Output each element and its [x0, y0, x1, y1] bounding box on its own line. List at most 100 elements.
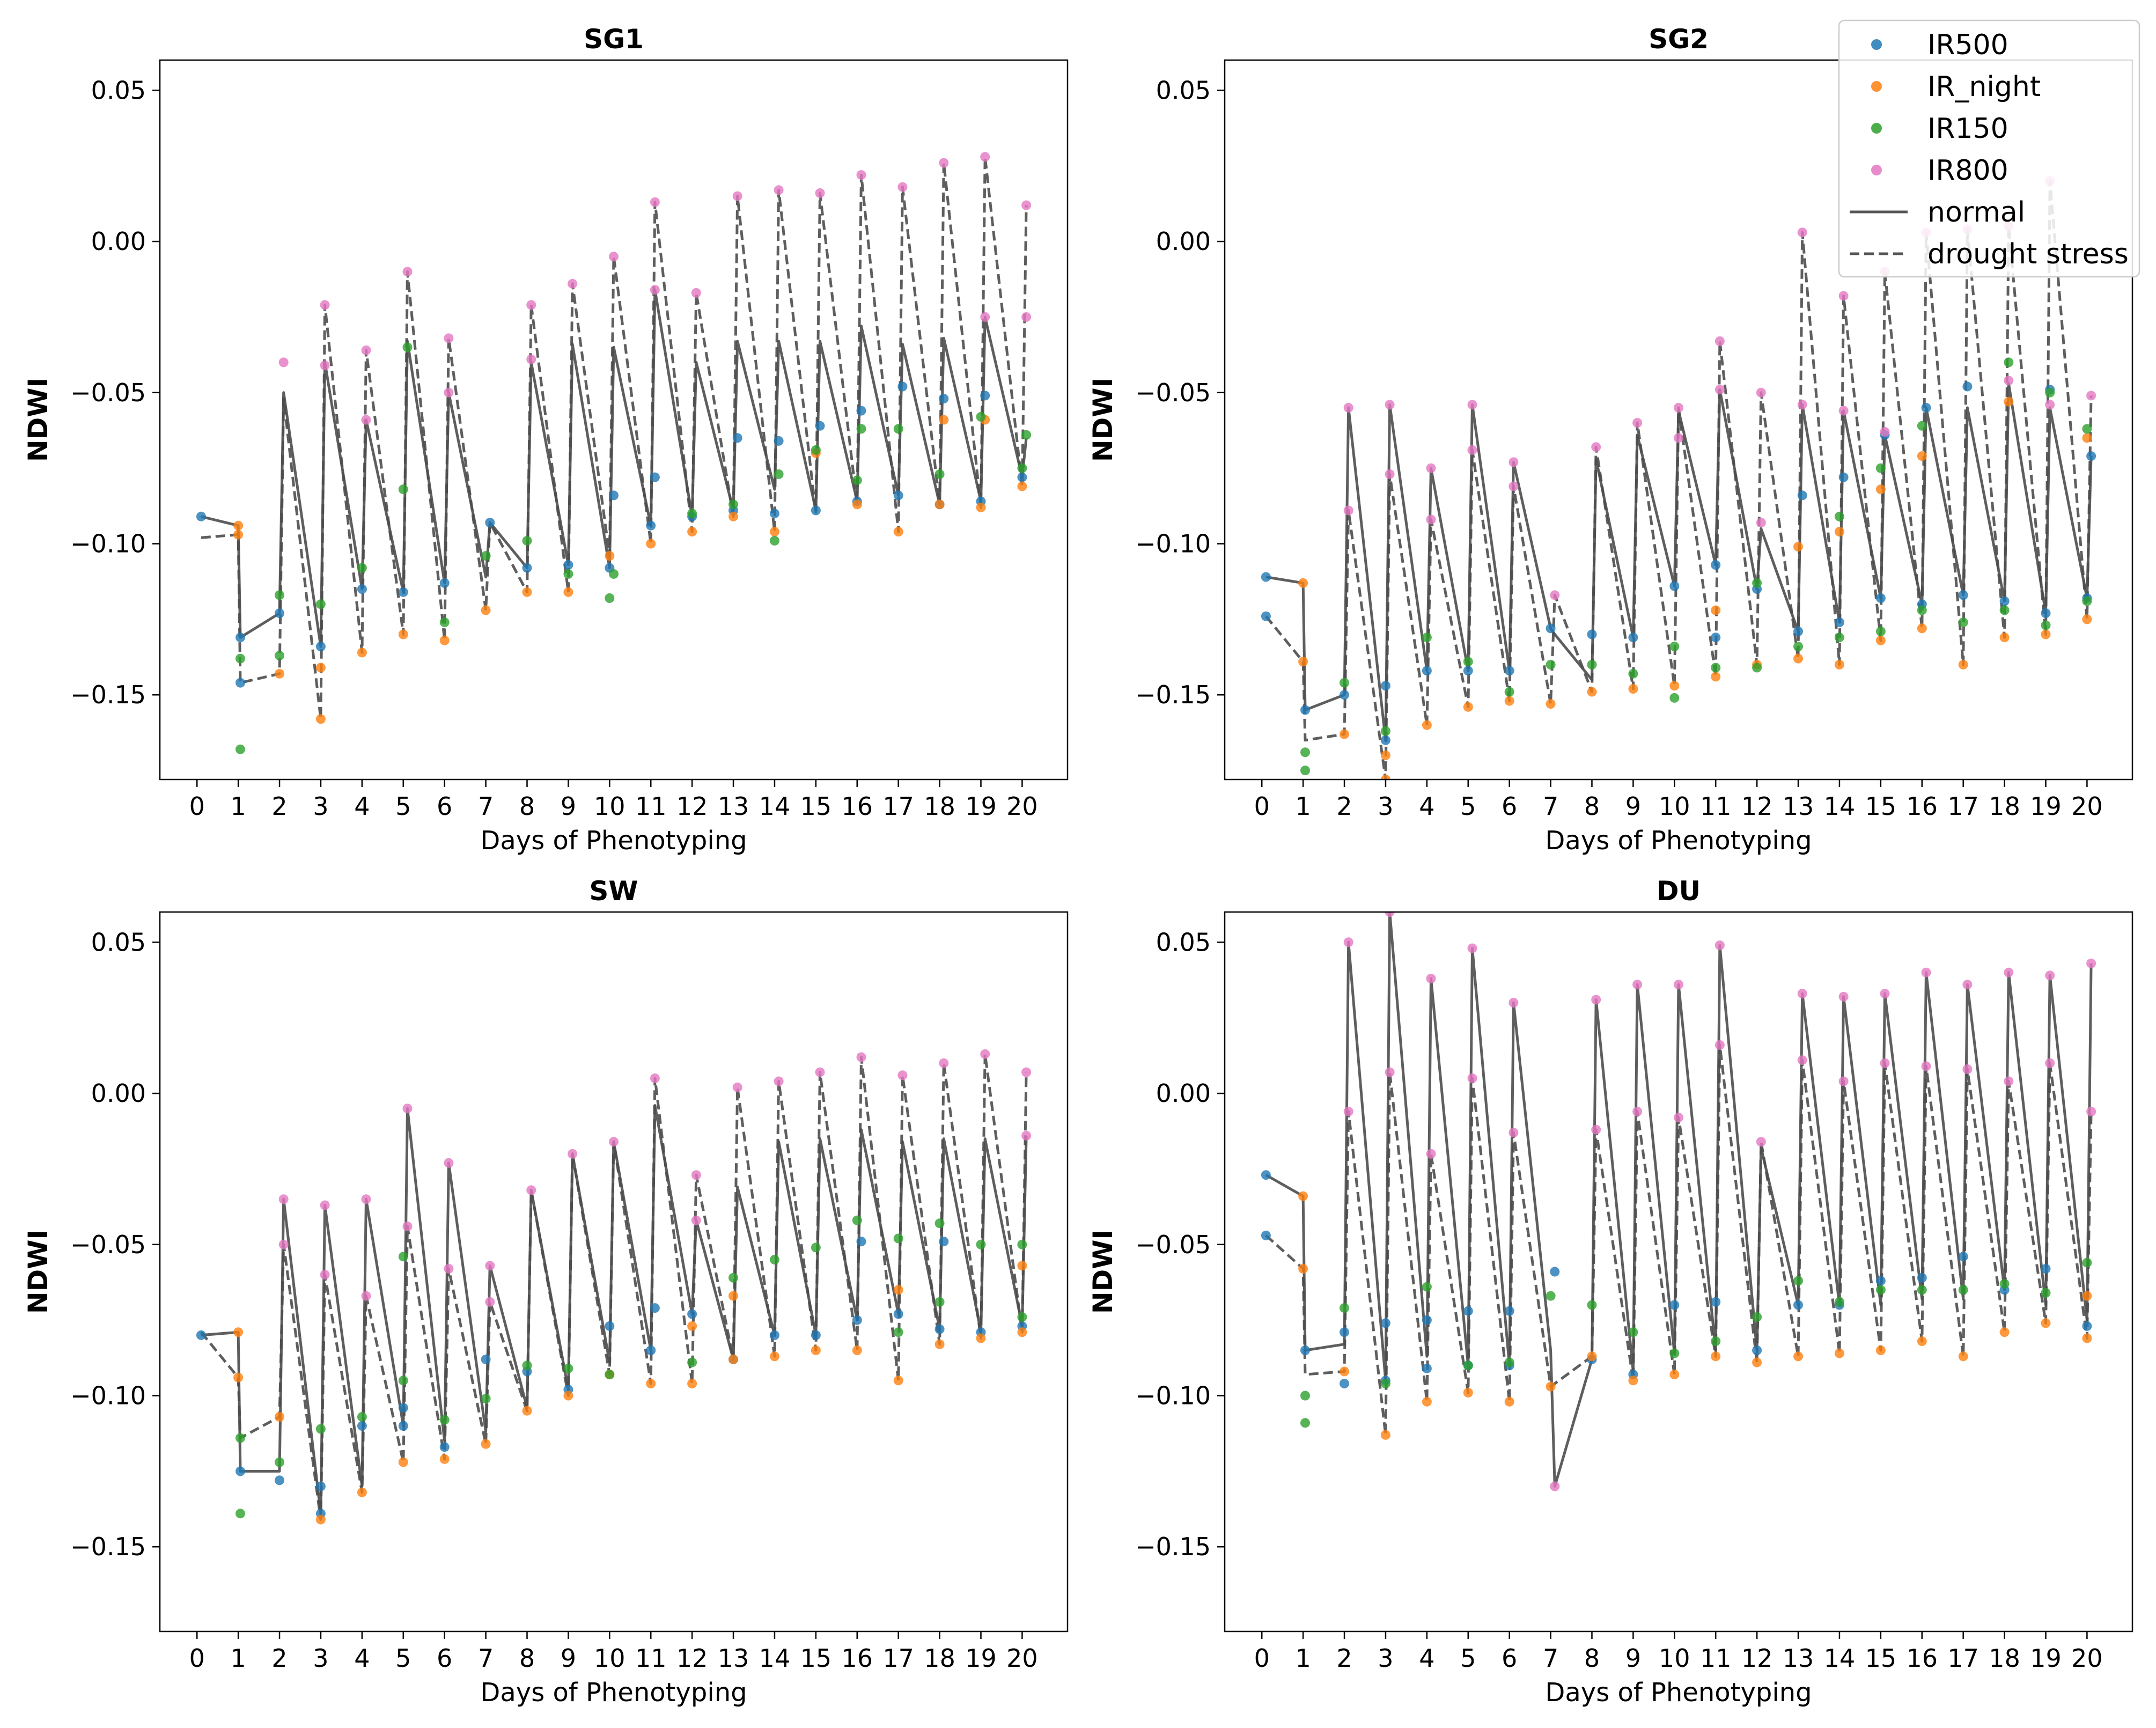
point-ir150: [1300, 747, 1310, 758]
point-ir500: [769, 1330, 779, 1340]
point-ir500: [1917, 1273, 1927, 1283]
point-ir_night: [522, 1406, 532, 1416]
point-ir_night: [1017, 481, 1027, 491]
point-ir800: [1550, 1481, 1560, 1491]
point-ir150: [1300, 766, 1310, 776]
point-ir150: [236, 744, 245, 754]
y-axis-label: NDWI: [1087, 378, 1119, 462]
point-ir500: [1422, 1363, 1432, 1373]
point-ir800: [1591, 442, 1601, 452]
point-ir150: [605, 593, 615, 603]
point-ir150: [1834, 633, 1844, 643]
point-ir500: [1834, 617, 1844, 627]
point-ir150: [1587, 1300, 1597, 1310]
y-tick-label: −0.05: [70, 378, 146, 407]
point-ir_night: [1917, 623, 1927, 634]
x-tick-label: 13: [718, 792, 749, 821]
point-ir800: [691, 288, 701, 298]
point-ir500: [398, 1421, 408, 1431]
legend-label: normal: [1927, 196, 2025, 229]
point-ir800: [1838, 291, 1849, 301]
point-ir_night: [1711, 605, 1721, 615]
point-ir150: [934, 469, 945, 479]
x-tick-label: 15: [800, 1644, 832, 1673]
point-ir_night: [398, 1457, 408, 1467]
point-ir800: [650, 285, 660, 295]
x-tick-label: 9: [561, 1644, 576, 1673]
point-ir800: [1385, 912, 1395, 917]
x-tick-label: 9: [561, 792, 576, 821]
point-ir150: [1917, 605, 1927, 615]
y-axis-label: NDWI: [23, 1230, 54, 1314]
panel-sw: SW−0.15−0.10−0.050.000.050 1 2 3 4 5 6 7 8 9 10 11 1…: [23, 876, 1069, 1708]
point-ir150: [687, 1357, 697, 1367]
point-ir800: [1467, 943, 1477, 953]
point-ir500: [563, 560, 573, 570]
point-ir150: [2082, 596, 2092, 606]
point-ir_night: [439, 1454, 450, 1464]
point-ir150: [1380, 1379, 1390, 1388]
point-ir500: [439, 578, 450, 588]
x-tick-label: 19: [2030, 1644, 2062, 1673]
point-ir150: [315, 1424, 326, 1434]
x-tick-label: 3: [1378, 792, 1393, 821]
point-ir800: [856, 170, 866, 180]
point-ir150: [1422, 1282, 1432, 1292]
point-ir150: [236, 1509, 245, 1519]
point-ir_night: [2041, 629, 2051, 639]
point-ir150: [729, 1273, 738, 1283]
x-tick-label: 7: [1543, 792, 1558, 821]
y-tick-label: 0.05: [91, 928, 146, 957]
point-ir_night: [1380, 750, 1390, 760]
point-ir_night: [275, 1412, 284, 1422]
y-tick-label: 0.00: [91, 1079, 146, 1108]
x-tick-label: 14: [1824, 792, 1856, 821]
point-ir500: [275, 608, 284, 619]
point-ir_night: [2082, 433, 2092, 443]
point-ir_night: [687, 1379, 697, 1388]
x-tick-label: 16: [841, 1644, 873, 1673]
point-ir800: [691, 1215, 701, 1225]
point-ir800: [815, 1067, 825, 1077]
point-ir800: [1343, 505, 1353, 516]
point-ir150: [398, 1252, 408, 1262]
point-ir800: [2086, 391, 2096, 401]
x-tick-label: 7: [478, 792, 494, 821]
point-ir150: [439, 617, 450, 627]
point-ir800: [1962, 980, 1973, 990]
point-ir_night: [1628, 1376, 1638, 1386]
point-ir_night: [934, 499, 945, 510]
point-ir800: [361, 415, 371, 425]
point-ir800: [939, 158, 949, 168]
point-ir500: [939, 1237, 949, 1247]
point-ir800: [1632, 418, 1643, 428]
y-tick-label: −0.05: [70, 1230, 146, 1259]
point-ir800: [1797, 1055, 1807, 1065]
point-ir800: [2004, 1076, 2014, 1086]
point-ir800: [402, 267, 413, 277]
x-tick-label: 12: [1741, 1644, 1773, 1673]
x-tick-label: 2: [271, 1644, 287, 1673]
point-ir800: [320, 1270, 330, 1280]
point-ir500: [1797, 490, 1807, 501]
point-ir150: [1793, 1276, 1803, 1286]
point-ir_night: [934, 1339, 945, 1349]
point-ir150: [1711, 663, 1721, 673]
point-ir150: [357, 563, 367, 573]
y-tick-label: −0.05: [1135, 378, 1211, 407]
legend-marker-ir_night: [1871, 81, 1882, 92]
point-ir800: [1756, 518, 1766, 528]
point-ir500: [650, 472, 660, 482]
point-ir800: [1797, 227, 1807, 238]
point-ir800: [1385, 469, 1395, 479]
x-tick-label: 19: [965, 1644, 997, 1673]
plot-area: [1261, 912, 2096, 1491]
point-ir150: [1628, 668, 1638, 679]
point-ir500: [2082, 1321, 2092, 1331]
legend-label: IR800: [1927, 155, 2008, 187]
point-ir150: [439, 1415, 450, 1425]
x-tick-label: 11: [1700, 792, 1732, 821]
x-tick-label: 4: [354, 1644, 370, 1673]
point-ir150: [522, 535, 532, 546]
point-ir500: [481, 1354, 491, 1364]
